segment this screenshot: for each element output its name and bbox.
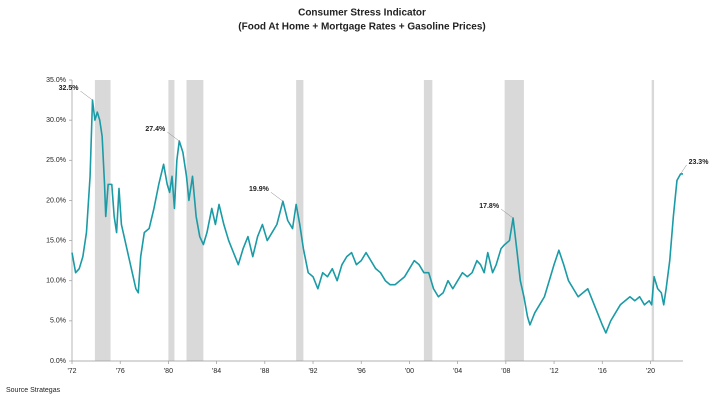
- x-tick-label: '00: [405, 368, 414, 375]
- annotation-label: 32.5%: [59, 85, 80, 92]
- annotation-label: 19.9%: [249, 186, 270, 193]
- y-tick-label: 35.0%: [46, 77, 66, 84]
- annotation-label: 23.3%: [689, 159, 710, 166]
- annotation-label: 27.4%: [145, 126, 166, 133]
- y-tick-label: 15.0%: [46, 237, 66, 244]
- series-line: [71, 99, 683, 334]
- recession-band: [423, 80, 433, 361]
- recession-band: [186, 80, 204, 361]
- annotation-leader: [270, 192, 284, 202]
- x-tick-label: '76: [116, 368, 125, 375]
- recession-band: [168, 80, 175, 361]
- y-tick-label: 0.0%: [50, 358, 66, 365]
- x-tick-label: '84: [212, 368, 221, 375]
- y-tick-label: 30.0%: [46, 117, 66, 124]
- chart-title: Consumer Stress Indicator: [298, 8, 426, 19]
- x-tick-label: '96: [357, 368, 366, 375]
- x-tick-label: '88: [260, 368, 269, 375]
- annotation-leader: [80, 90, 93, 101]
- recession-band: [651, 80, 655, 361]
- annotation-leader: [167, 131, 180, 142]
- x-tick-label: '04: [453, 368, 462, 375]
- x-tick-label: '20: [646, 368, 655, 375]
- chart-subtitle: (Food At Home + Mortgage Rates + Gasolin…: [238, 22, 485, 33]
- annotation-label: 17.8%: [479, 203, 500, 210]
- y-tick-label: 10.0%: [46, 278, 66, 285]
- recession-band: [94, 80, 111, 361]
- x-tick-label: '72: [67, 368, 76, 375]
- source: Source Strategas: [6, 387, 61, 394]
- y-tick-label: 20.0%: [46, 197, 66, 204]
- x-tick-label: '08: [501, 368, 510, 375]
- annotation-leader: [680, 164, 687, 175]
- x-tick-label: '12: [549, 368, 558, 375]
- x-tick-label: '92: [308, 368, 317, 375]
- y-tick-label: 5.0%: [50, 318, 66, 325]
- y-tick-label: 25.0%: [46, 157, 66, 164]
- recession-band: [504, 80, 524, 361]
- annotation-leader: [500, 208, 514, 219]
- x-tick-label: '16: [598, 368, 607, 375]
- x-tick-label: '80: [164, 368, 173, 375]
